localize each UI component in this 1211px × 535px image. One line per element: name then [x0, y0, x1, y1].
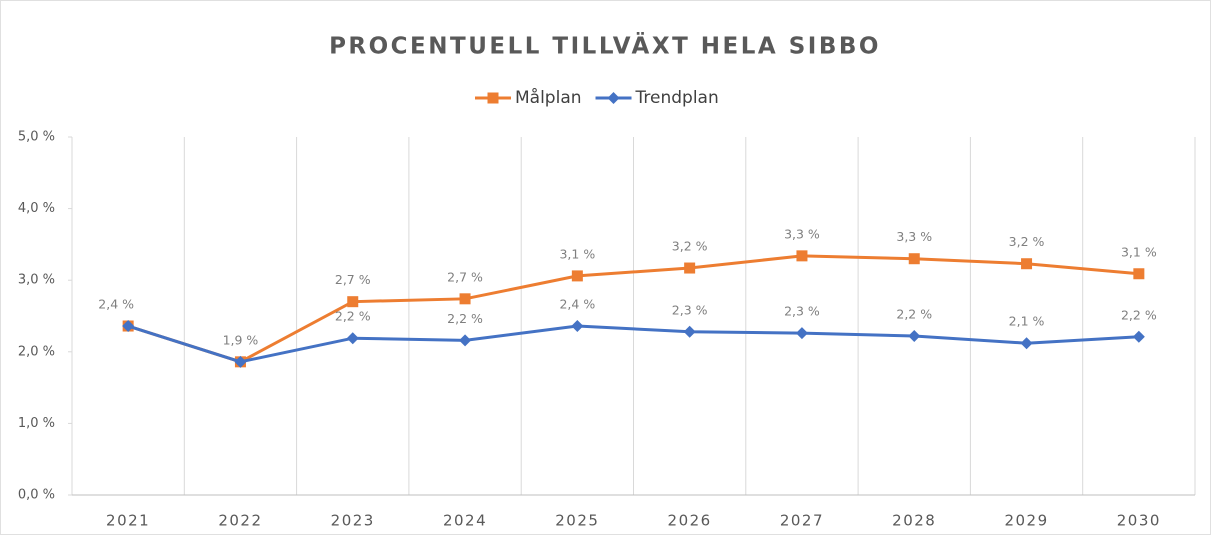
marker [684, 262, 696, 274]
data-label: 3,3 % [896, 229, 932, 244]
legend-label: Målplan [515, 87, 582, 108]
x-tick-label: 2030 [1117, 512, 1161, 530]
marker [795, 327, 808, 340]
y-tick-label: 1,0 % [18, 416, 55, 431]
data-label: 3,1 % [1121, 244, 1157, 259]
legend-label: Trendplan [635, 88, 719, 108]
data-label: 2,1 % [1009, 314, 1045, 329]
marker [347, 296, 359, 308]
data-label: 3,2 % [1009, 234, 1045, 249]
data-label: 2,2 % [335, 309, 371, 324]
x-tick-label: 2028 [892, 512, 936, 530]
data-label: 3,3 % [784, 226, 820, 241]
marker [346, 332, 359, 345]
y-tick-label: 4,0 % [18, 201, 55, 216]
marker [908, 253, 920, 265]
y-tick-label: 2,0 % [18, 344, 55, 359]
data-label: 3,1 % [559, 246, 595, 261]
x-tick-label: 2023 [331, 512, 375, 530]
marker [459, 334, 472, 347]
marker [234, 355, 247, 368]
y-tick-label: 0,0 % [18, 488, 55, 503]
data-label: 2,7 % [335, 272, 371, 287]
series-line [127, 254, 1139, 364]
marker [908, 330, 921, 343]
series-line [127, 324, 1139, 364]
data-label: 2,3 % [784, 304, 820, 319]
marker [1021, 258, 1033, 270]
marker [122, 320, 135, 333]
data-label: 2,3 % [672, 302, 708, 317]
marker [796, 250, 808, 262]
chart-title: PROCENTUELL TILLVÄXT HELA SIBBO [329, 32, 881, 60]
marker [607, 92, 620, 104]
data-label: 2,2 % [447, 311, 483, 326]
data-label: 2,7 % [447, 269, 483, 284]
x-tick-label: 2021 [106, 512, 150, 530]
data-label: 3,2 % [672, 239, 708, 254]
data-label: 1,9 % [223, 332, 259, 347]
marker [571, 320, 584, 333]
data-label: 2,2 % [896, 307, 932, 322]
marker [487, 92, 499, 104]
x-tick-label: 2026 [668, 512, 712, 530]
y-tick-label: 3,0 % [18, 273, 55, 288]
x-tick-label: 2027 [780, 512, 824, 530]
marker [683, 325, 696, 338]
x-tick-label: 2025 [555, 512, 599, 530]
y-tick-label: 5,0 % [18, 130, 55, 145]
data-label: 2,4 % [98, 297, 134, 312]
x-tick-label: 2022 [218, 512, 262, 530]
marker [571, 270, 583, 282]
marker [1132, 330, 1145, 343]
x-tick-label: 2024 [443, 512, 487, 530]
marker [459, 293, 471, 305]
marker [1020, 337, 1033, 350]
marker [1133, 268, 1145, 280]
data-label: 2,4 % [559, 297, 595, 312]
x-tick-label: 2029 [1004, 512, 1048, 530]
data-label: 2,2 % [1121, 307, 1157, 322]
